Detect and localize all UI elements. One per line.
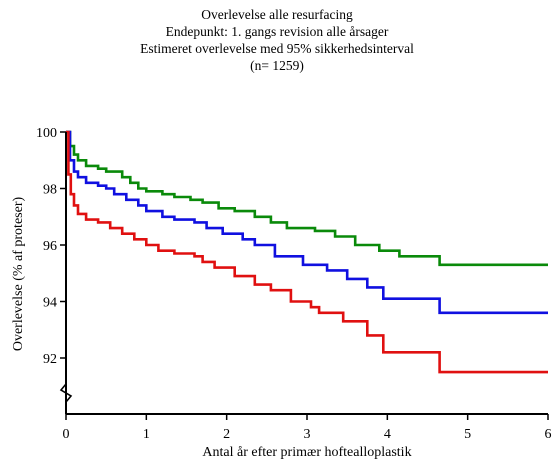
chart-subtitle-line-2: Estimeret overlevelse med 95% sikkerheds…: [140, 41, 414, 56]
y-tick-label: 100: [36, 126, 57, 141]
chart-subtitle-line-1: Endepunkt: 1. gangs revision alle årsage…: [165, 24, 389, 39]
x-tick-label: 3: [304, 427, 311, 442]
series-line-upper-95-ci: [66, 130, 548, 267]
series-line-lower-95-ci: [66, 130, 548, 374]
x-tick-label: 4: [384, 427, 391, 442]
y-axis-break-mark: [59, 383, 73, 403]
tick-layer: 0 1 2 3 4 5 6 92 94 96 98 100: [36, 126, 552, 442]
chart-title: Overlevelse alle resurfacing: [201, 7, 353, 22]
x-tick-label: 5: [464, 427, 471, 442]
x-tick-label: 1: [143, 427, 150, 442]
x-axis-label: Antal år efter primær hoftealloplastik: [202, 445, 411, 460]
chart-subtitle-line-3: (n= 1259): [250, 58, 304, 73]
y-tick-label: 92: [43, 352, 57, 367]
series-line-estimate: [66, 130, 548, 315]
chart-title-block: Overlevelse alle resurfacing Endepunkt: …: [0, 6, 554, 74]
y-tick-label: 94: [43, 296, 57, 311]
y-tick-label: 96: [43, 239, 57, 254]
x-tick-label: 6: [545, 427, 552, 442]
y-axis-label: Overlevelse (% af proteser): [11, 197, 26, 352]
x-tick-label: 2: [223, 427, 230, 442]
x-tick-label: 0: [63, 427, 70, 442]
y-tick-label: 98: [43, 183, 57, 198]
series-layer: [66, 130, 548, 374]
